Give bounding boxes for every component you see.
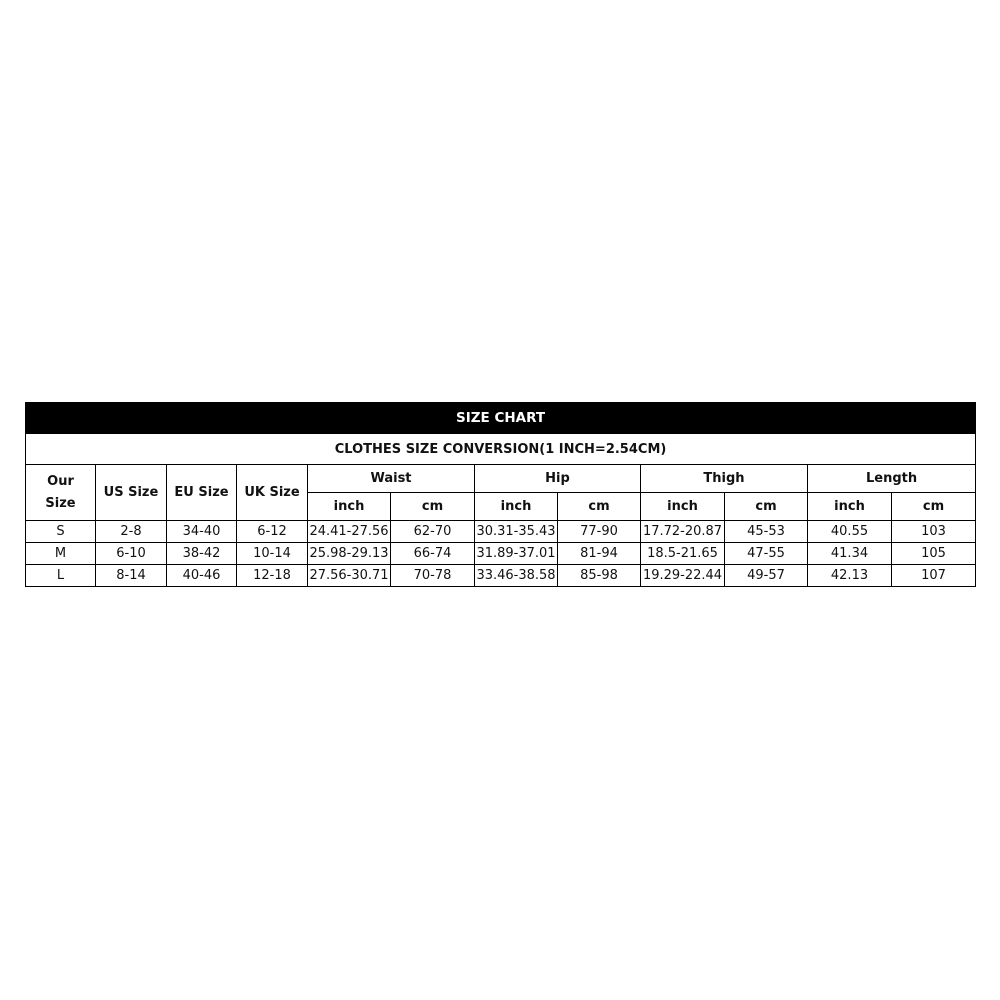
table-cell: 66-74 <box>390 542 475 565</box>
table-cell: 18.5-21.65 <box>640 542 725 565</box>
table-cell: 12-18 <box>236 564 308 587</box>
header-us-size: US Size <box>95 464 167 521</box>
table-cell: 47-55 <box>724 542 808 565</box>
header-length: Length <box>806 464 977 493</box>
header-hip-inch: inch <box>474 492 558 521</box>
header-uk-size: UK Size <box>236 464 308 521</box>
chart-title: SIZE CHART <box>24 402 977 434</box>
table-cell: 33.46-38.58 <box>474 564 558 587</box>
table-cell: L <box>25 564 96 587</box>
table-cell: 85-98 <box>557 564 641 587</box>
table-cell: S <box>25 520 96 543</box>
table-row: L 8-14 40-46 12-18 27.56-30.71 70-78 33.46-38.… <box>25 564 977 587</box>
table-cell: 30.31-35.43 <box>474 520 558 543</box>
table-cell: 19.29-22.44 <box>640 564 725 587</box>
header-waist-inch: inch <box>307 492 391 521</box>
table-cell: 25.98-29.13 <box>307 542 391 565</box>
header-our-size: Our Size <box>25 464 96 521</box>
table-cell: 49-57 <box>724 564 808 587</box>
header-thigh: Thigh <box>640 464 808 493</box>
header-hip: Hip <box>474 464 641 493</box>
table-cell: 45-53 <box>724 520 808 543</box>
table-cell: 62-70 <box>390 520 475 543</box>
table-cell: 81-94 <box>557 542 641 565</box>
table-cell: 31.89-37.01 <box>474 542 558 565</box>
header-thigh-inch: inch <box>640 492 725 521</box>
table-cell: 40.55 <box>807 520 892 543</box>
header-thigh-cm: cm <box>724 492 808 521</box>
header-waist: Waist <box>307 464 475 493</box>
table-cell: 41.34 <box>807 542 892 565</box>
table-cell: 6-10 <box>95 542 167 565</box>
table-row: S 2-8 34-40 6-12 24.41-27.56 62-70 30.31-35.43… <box>25 520 977 543</box>
table-cell: 27.56-30.71 <box>307 564 391 587</box>
table-cell: 6-12 <box>236 520 308 543</box>
table-cell: 38-42 <box>166 542 237 565</box>
table-cell: 105 <box>890 542 977 565</box>
table-cell: M <box>25 542 96 565</box>
table-cell: 2-8 <box>95 520 167 543</box>
table-cell: 107 <box>890 564 977 587</box>
table-cell: 10-14 <box>236 542 308 565</box>
table-cell: 24.41-27.56 <box>307 520 391 543</box>
size-chart-table: SIZE CHART CLOTHES SIZE CONVERSION(1 INC… <box>24 402 977 587</box>
table-cell: 70-78 <box>390 564 475 587</box>
header-length-inch: inch <box>807 492 892 521</box>
table-cell: 17.72-20.87 <box>640 520 725 543</box>
header-waist-cm: cm <box>390 492 475 521</box>
header-hip-cm: cm <box>557 492 641 521</box>
table-cell: 42.13 <box>807 564 892 587</box>
chart-subtitle: CLOTHES SIZE CONVERSION(1 INCH=2.54CM) <box>24 433 977 465</box>
table-cell: 34-40 <box>166 520 237 543</box>
table-cell: 103 <box>890 520 977 543</box>
table-row: M 6-10 38-42 10-14 25.98-29.13 66-74 31.89-37.… <box>25 542 977 565</box>
table-cell: 8-14 <box>95 564 167 587</box>
header-length-cm: cm <box>890 492 977 521</box>
header-eu-size: EU Size <box>166 464 237 521</box>
table-cell: 77-90 <box>557 520 641 543</box>
table-cell: 40-46 <box>166 564 237 587</box>
